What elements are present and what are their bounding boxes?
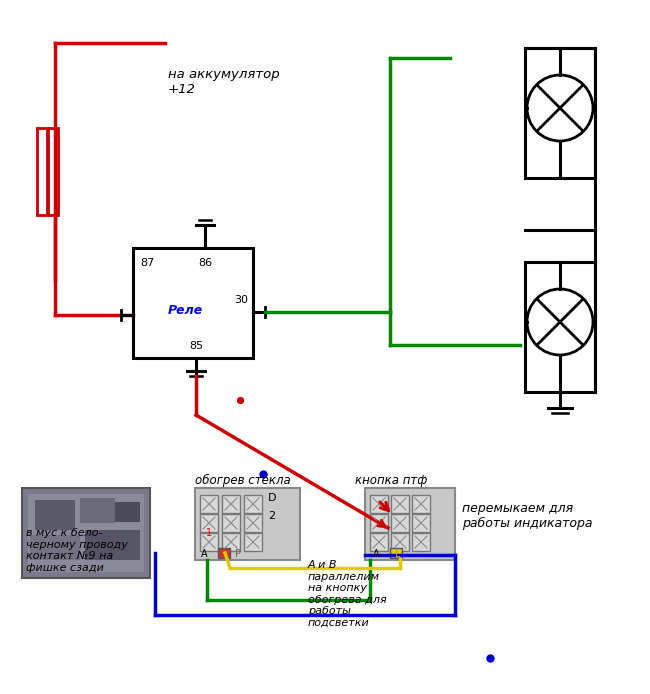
Text: Реле: Реле [168,303,203,316]
Bar [37,128,47,215]
Text: кнопка птф: кнопка птф [355,473,427,486]
Text: на аккумулятор
+12: на аккумулятор +12 [168,68,280,96]
Text: P: P [235,549,241,559]
Bar [412,495,430,513]
Bar [244,514,262,532]
Bar [35,500,75,530]
Text: A: A [372,549,380,559]
Text: перемыкаем для
работы индикатора: перемыкаем для работы индикатора [462,502,593,530]
Bar [200,514,218,532]
Bar [412,514,430,532]
Text: A: A [201,549,207,559]
Text: в мус к бело-
черному проводу
контакт №9 на
фишке сзади: в мус к бело- черному проводу контакт №9… [26,528,128,573]
Bar [370,533,388,551]
Bar [133,248,253,358]
Text: D: D [268,493,276,503]
Bar [222,495,240,513]
Bar [365,488,455,560]
Bar [391,533,409,551]
Bar [222,514,240,532]
Bar [200,495,218,513]
Text: 86: 86 [198,258,212,268]
Bar [85,530,140,560]
Text: 2: 2 [268,511,275,521]
Bar [525,48,595,178]
Text: L: L [395,549,401,559]
Bar [390,548,402,558]
Bar [200,533,218,551]
Bar [222,533,240,551]
Circle shape [527,75,593,141]
Circle shape [527,289,593,355]
Text: А и В
параллелим
на кнопку
обогрева для
работы
подсветки: А и В параллелим на кнопку обогрева для … [308,560,387,628]
Bar [22,488,150,578]
Bar [391,514,409,532]
Text: 87: 87 [140,258,154,268]
Bar [244,495,262,513]
Bar [370,495,388,513]
Bar [412,533,430,551]
Bar [80,498,115,523]
Text: 1: 1 [206,528,212,538]
Bar [391,495,409,513]
Bar [218,548,230,558]
Bar [28,494,144,572]
Text: 30: 30 [234,295,248,305]
Text: обогрев стекла: обогрев стекла [195,473,291,486]
Bar [525,262,595,392]
Bar [370,514,388,532]
Bar [244,533,262,551]
Text: 85: 85 [189,341,203,351]
Bar [30,535,80,560]
Bar [48,128,58,215]
Bar [115,502,140,522]
Bar [195,488,300,560]
